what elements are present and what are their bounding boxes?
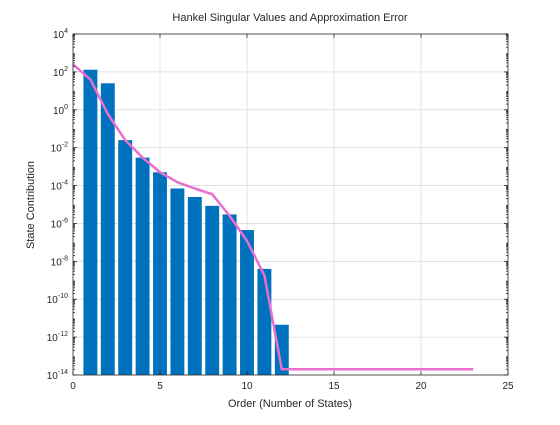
y-tick-exponent: -4 [62,180,68,187]
y-tick-exponent: -12 [58,331,68,338]
y-tick-label: 10-8 [51,255,68,268]
bar-state-2 [100,83,115,375]
y-tick-base: 10 [47,333,59,344]
approximation-error-series [72,63,474,371]
bar-state-9 [222,214,237,375]
bar-state-10 [240,230,254,375]
y-tick-base: 10 [53,106,65,117]
x-tick-label: 0 [70,381,76,392]
x-tick-label: 10 [241,381,253,392]
x-tick-label: 25 [502,381,514,392]
x-axis-label: Order (Number of States) [228,398,352,410]
y-tick-base: 10 [51,182,63,193]
y-tick-base: 10 [47,371,59,382]
y-tick-label: 10-12 [47,331,68,344]
y-tick-exponent: 4 [64,28,68,35]
y-tick-exponent: 0 [64,104,68,111]
bar-state-12 [274,324,289,375]
bar-state-3 [118,140,133,375]
y-tick-label: 102 [53,66,68,79]
y-tick-exponent: 2 [64,66,68,73]
y-tick-base: 10 [51,219,63,230]
y-tick-label: 104 [53,28,68,41]
y-tick-label: 10-2 [51,142,68,155]
y-tick-base: 10 [53,30,65,41]
y-tick-exponent: -6 [62,217,68,224]
x-tick-label: 15 [328,381,340,392]
y-axis-label: State Contribution [25,161,37,249]
y-tick-base: 10 [51,257,63,268]
y-tick-label: 10-6 [51,217,68,230]
y-tick-label: 10-14 [47,369,68,382]
bar-state-8 [205,205,220,375]
y-tick-exponent: -2 [62,142,68,149]
y-tick-base: 10 [53,68,65,79]
chart-title: Hankel Singular Values and Approximation… [172,12,408,24]
bar-state-7 [187,196,202,375]
y-tick-exponent: -10 [58,293,68,300]
bar-state-11 [257,268,272,375]
y-tick-label: 10-4 [51,180,68,193]
x-tick-label: 5 [157,381,163,392]
y-tick-base: 10 [47,295,59,306]
y-tick-label: 10-10 [47,293,68,306]
bar-state-6 [170,188,185,375]
bar-state-5 [153,172,167,375]
approximation-error-line [72,63,474,371]
y-tick-exponent: -14 [58,369,68,376]
bar-state-1 [83,69,98,376]
plot-frame [72,33,509,376]
bars [83,69,289,376]
y-tick-label: 100 [53,104,68,117]
ticks: 0 5 10 15 20 2510410210010-210-410-610-810-10… [47,28,514,392]
bar-state-4 [135,157,150,375]
y-tick-base: 10 [51,144,63,155]
x-tick-label: 20 [415,381,427,392]
y-tick-exponent: -8 [62,255,68,262]
